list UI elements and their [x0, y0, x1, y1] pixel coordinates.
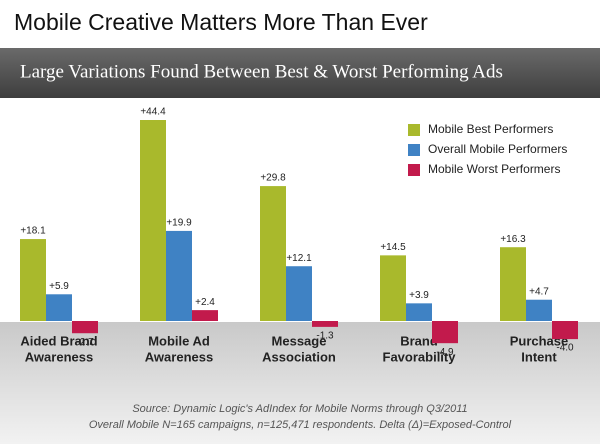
bar: [166, 230, 192, 321]
bar: [192, 310, 218, 321]
legend-label: Overall Mobile Performers: [428, 142, 567, 156]
x-tick-label: Awareness: [25, 349, 93, 364]
bar: [72, 321, 98, 334]
subtitle-band: [0, 48, 600, 98]
value-label: -4.0: [556, 343, 574, 354]
bar: [432, 321, 458, 344]
x-tick-label: Mobile Ad: [148, 333, 210, 348]
bar: [46, 294, 72, 321]
bar: [286, 266, 312, 321]
value-label: +29.8: [260, 173, 286, 184]
value-label: +14.5: [380, 242, 406, 253]
bar: [552, 321, 578, 340]
value-label: +4.7: [529, 286, 549, 297]
x-tick-label: Awareness: [145, 349, 213, 364]
chart-subtitle: Large Variations Found Between Best & Wo…: [20, 61, 503, 82]
value-label: +5.9: [49, 281, 69, 292]
x-tick-label: Brand: [400, 333, 438, 348]
value-label: +16.3: [500, 234, 526, 245]
bar: [500, 247, 526, 321]
x-tick-label: Intent: [521, 349, 557, 364]
legend-label: Mobile Worst Performers: [428, 162, 560, 176]
x-tick-label: Message: [272, 333, 327, 348]
bar: [260, 186, 286, 321]
value-label: -4.9: [436, 347, 454, 358]
value-label: +3.9: [409, 290, 429, 301]
source-note: Overall Mobile N=165 campaigns, n=125,47…: [89, 419, 512, 431]
bar: [20, 239, 46, 321]
floor: [0, 322, 600, 444]
bar: [140, 120, 166, 321]
legend-swatch: [408, 144, 420, 156]
bar: [312, 321, 338, 327]
value-label: +12.1: [286, 253, 312, 264]
legend-swatch: [408, 164, 420, 176]
bar: [380, 255, 406, 321]
x-tick-label: Favorability: [383, 349, 457, 364]
value-label: +19.9: [166, 218, 192, 229]
value-label: +44.4: [140, 107, 166, 118]
value-label: -2.7: [76, 337, 94, 348]
value-label: +2.4: [195, 297, 215, 308]
bar: [526, 299, 552, 321]
legend-swatch: [408, 124, 420, 136]
chart-title: Mobile Creative Matters More Than Ever: [14, 9, 428, 35]
x-tick-label: Association: [262, 349, 336, 364]
legend-label: Mobile Best Performers: [428, 122, 553, 136]
bar: [406, 303, 432, 321]
source-note: Source: Dynamic Logic's AdIndex for Mobi…: [132, 403, 467, 415]
x-tick-label: Aided Brand: [20, 333, 97, 348]
value-label: +18.1: [20, 226, 46, 237]
value-label: -1.3: [316, 331, 334, 342]
